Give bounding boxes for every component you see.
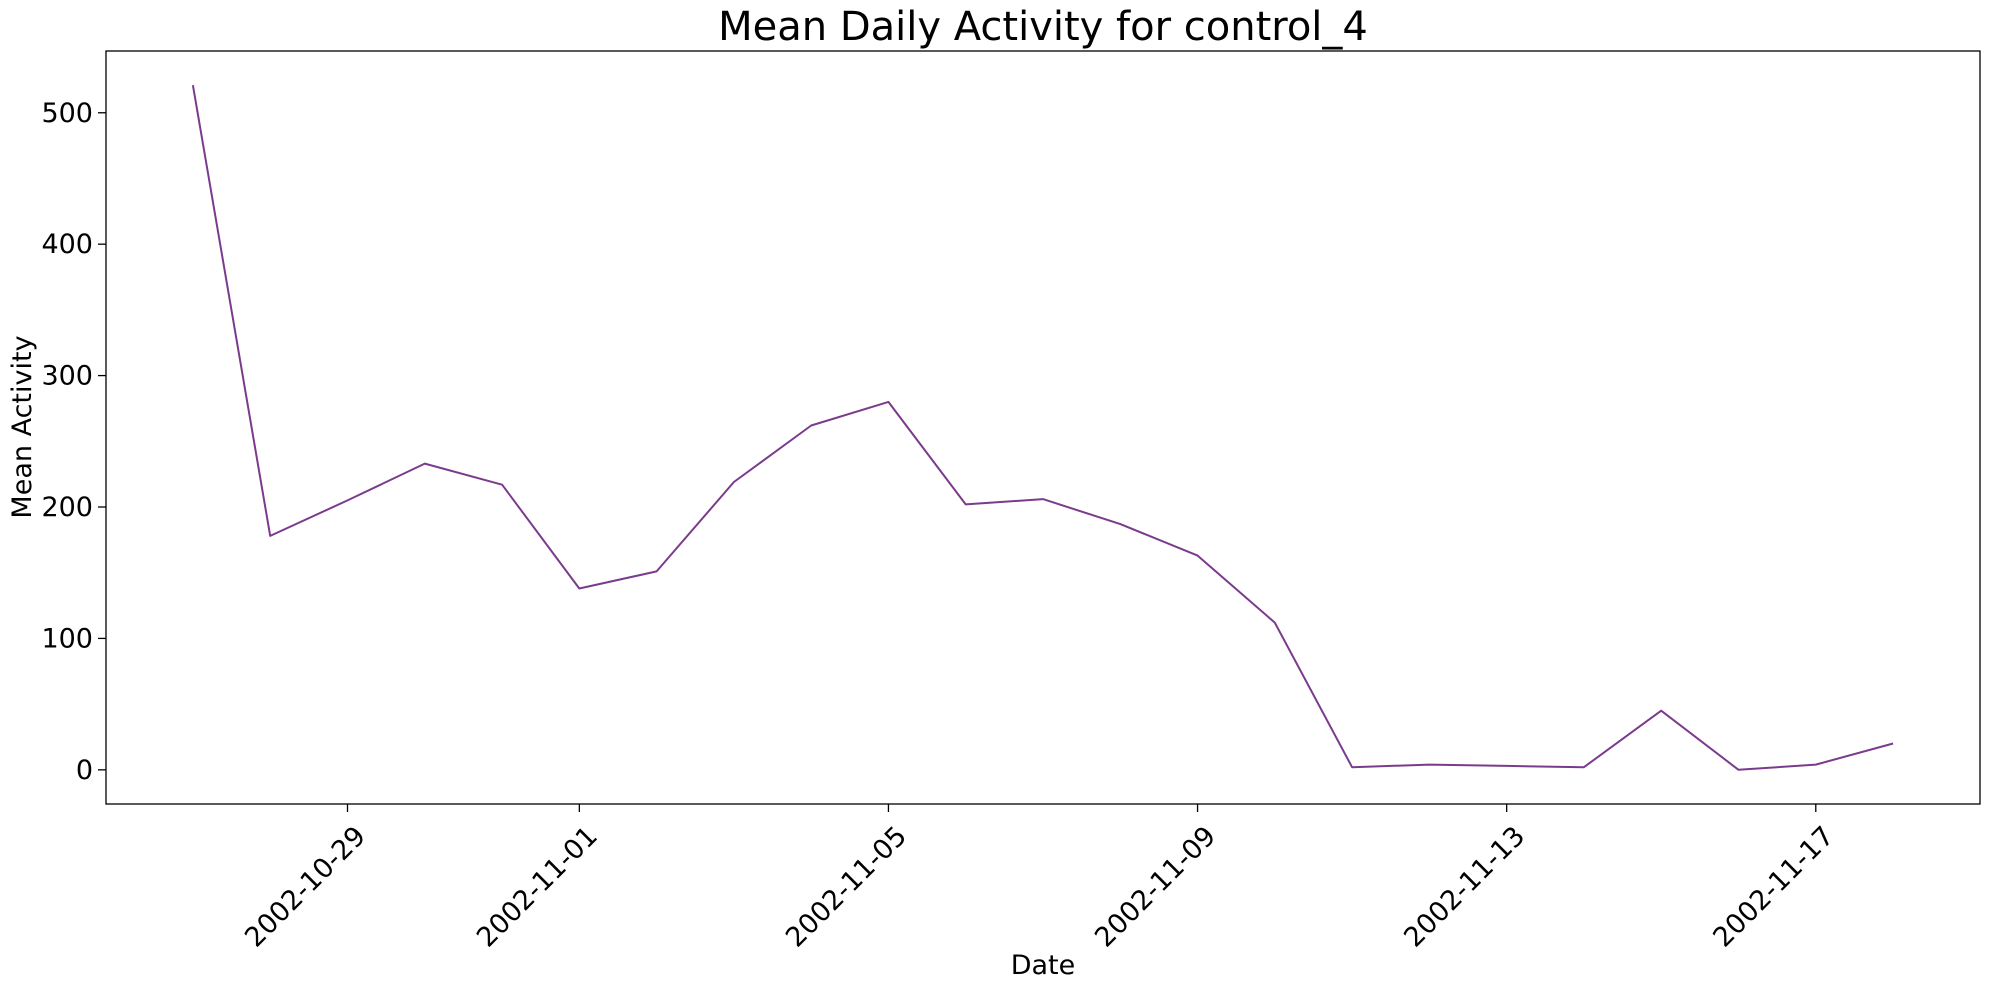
x-axis-label: Date — [1011, 950, 1076, 981]
x-tick-label: 2002-11-17 — [1707, 821, 1840, 954]
y-tick-label: 400 — [41, 229, 93, 260]
x-tick-label: 2002-10-29 — [239, 821, 372, 954]
chart-title: Mean Daily Activity for control_4 — [718, 4, 1368, 50]
y-tick-label: 0 — [76, 755, 93, 786]
x-tick-label: 2002-11-05 — [780, 821, 913, 954]
x-tick-label: 2002-11-01 — [471, 821, 604, 954]
series-layer — [191, 85, 1894, 771]
y-axis-label: Mean Activity — [7, 335, 38, 518]
x-axis: 2002-10-29 2002-11-01 2002-11-05 2002-11-09… — [239, 804, 1840, 953]
plot-frame — [105, 50, 1981, 805]
y-axis: 0 100 200 300 400 500 — [41, 98, 106, 786]
y-tick-label: 100 — [41, 623, 93, 654]
y-tick-label: 200 — [41, 492, 93, 523]
x-tick-label: 2002-11-13 — [1398, 821, 1531, 954]
series-line — [191, 85, 1894, 771]
y-tick-label: 500 — [41, 98, 93, 129]
x-tick-label: 2002-11-09 — [1089, 821, 1222, 954]
y-tick-label: 300 — [41, 361, 93, 392]
